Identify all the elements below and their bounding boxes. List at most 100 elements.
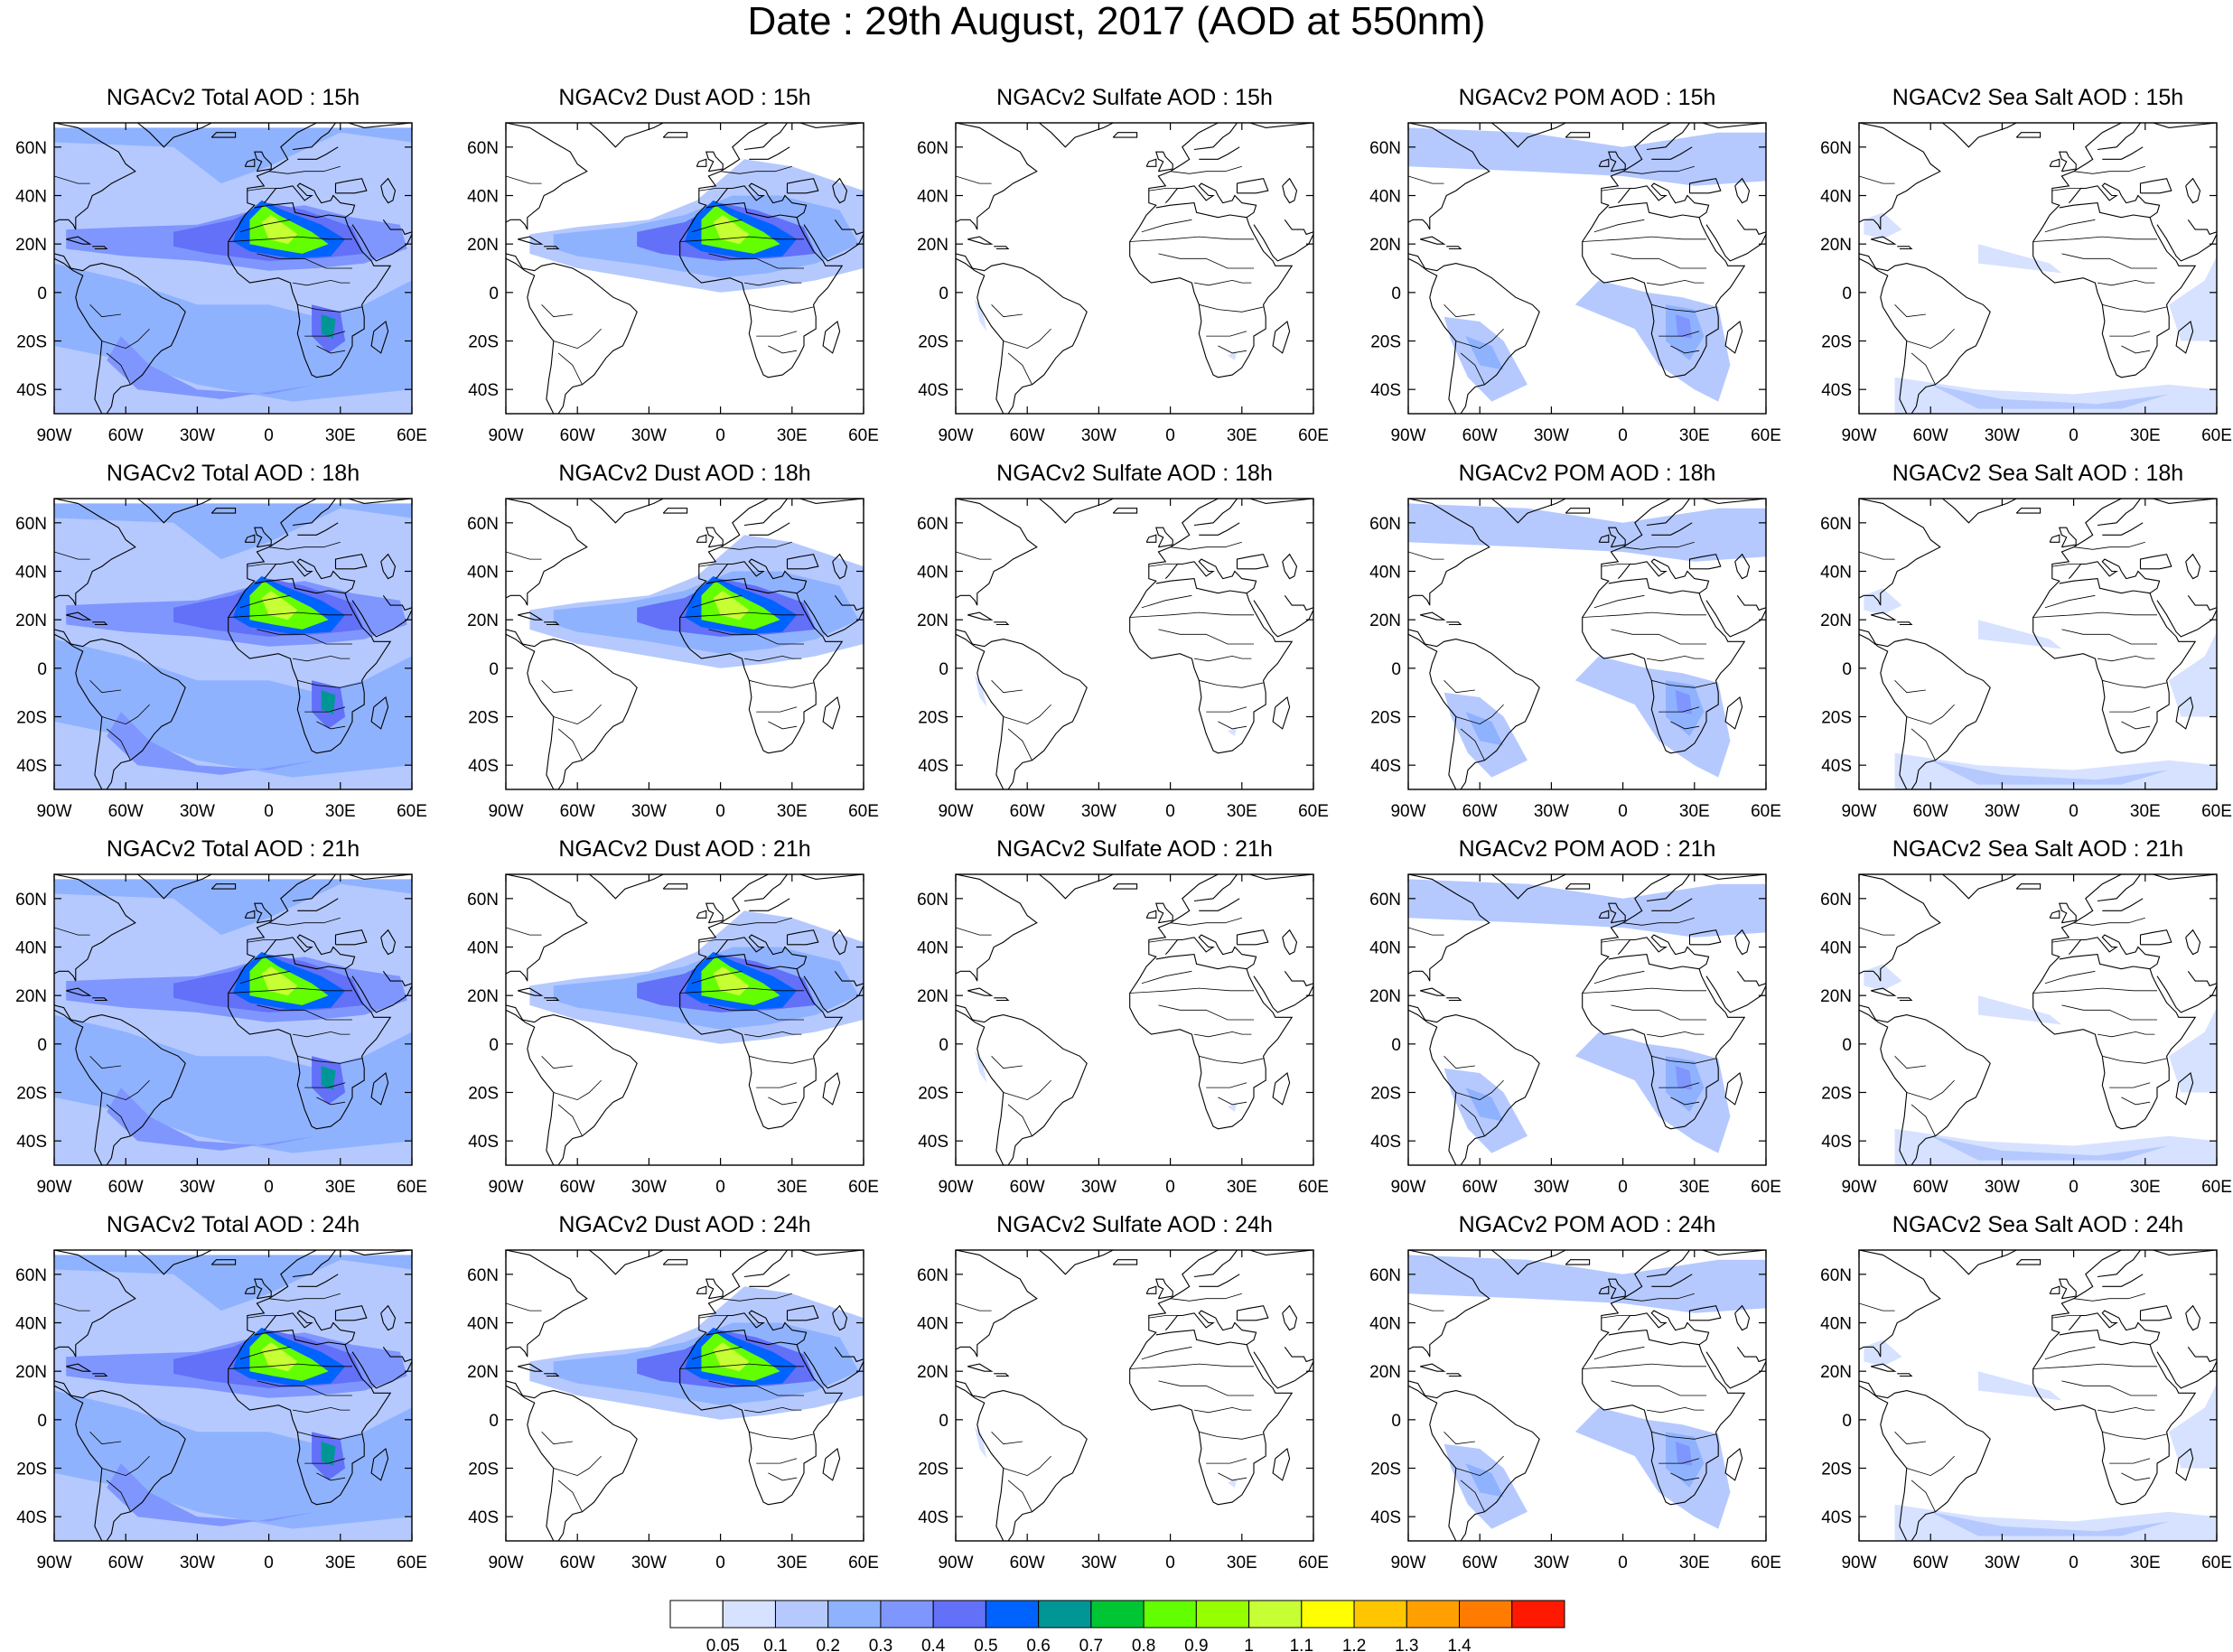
country-border	[2061, 1380, 2157, 1396]
coastline	[1236, 929, 1269, 946]
country-border	[106, 728, 131, 761]
y-tick-label: 20S	[468, 333, 499, 352]
x-tick-label: 0	[1618, 802, 1628, 821]
country-border	[1408, 1302, 1444, 1311]
coastline	[1688, 1305, 1722, 1321]
y-tick-label: 0	[939, 660, 948, 679]
x-tick-label: 0	[2069, 426, 2079, 445]
country-border	[1460, 728, 1485, 761]
y-tick-label: 20S	[1821, 333, 1852, 352]
country-border	[1651, 679, 1716, 688]
y-tick-label: 40N	[15, 564, 47, 583]
country-border	[991, 1056, 1023, 1069]
country-border	[1218, 345, 1247, 354]
coastline	[2097, 874, 2141, 902]
y-tick-label: 20S	[1370, 333, 1401, 352]
country-border	[1129, 987, 1254, 994]
colorbar-swatch	[1248, 1600, 1303, 1629]
coastline	[956, 874, 1038, 982]
country-border	[557, 352, 583, 385]
x-tick-label: 0	[1165, 1178, 1175, 1197]
map-plot: 90W 60W 30W 0 30E 60E 60N 40N 20N 0 20S 40S	[1820, 498, 2232, 821]
map-frame	[1407, 873, 1767, 1166]
y-tick-label: 20S	[468, 709, 499, 728]
country-border	[2073, 917, 2145, 926]
country-border	[292, 279, 350, 286]
coastline	[1193, 874, 1238, 902]
y-tick-label: 40S	[1821, 381, 1852, 400]
y-tick-label: 20S	[16, 1461, 47, 1479]
x-tick-label: 90W	[1841, 1554, 1876, 1573]
coastline	[662, 132, 688, 138]
country-border	[2121, 721, 2151, 730]
panel-title: NGACv2 Total AOD : 24h	[106, 1212, 360, 1237]
coastline	[967, 236, 994, 245]
x-tick-label: 60W	[1010, 426, 1045, 445]
country-border	[756, 1082, 798, 1088]
x-tick-label: 60W	[1913, 802, 1948, 821]
x-tick-label: 90W	[1390, 802, 1425, 821]
country-border	[506, 1302, 542, 1311]
x-tick-label: 0	[715, 1554, 725, 1573]
country-border	[2109, 1458, 2151, 1464]
coastline	[1942, 499, 2017, 524]
country-border	[1611, 1380, 1706, 1396]
y-tick-label: 40N	[917, 564, 948, 583]
y-tick-label: 20S	[1821, 1085, 1852, 1104]
coastline	[1199, 522, 1240, 536]
country-border	[1007, 1479, 1032, 1512]
country-border	[228, 236, 352, 242]
x-tick-label: 90W	[1390, 1178, 1425, 1197]
coastline	[696, 1285, 707, 1294]
country-border	[698, 188, 728, 191]
x-tick-label: 60E	[397, 426, 427, 445]
country-border	[1646, 1406, 1705, 1414]
x-tick-label: 60E	[2201, 1178, 2232, 1197]
x-tick-label: 30W	[180, 1178, 215, 1197]
coastline	[380, 553, 397, 580]
map-panel: NGACv2 Sea Salt AOD : 18h 90W 60W 30W 0 30E 60…	[1812, 461, 2233, 835]
aod-contour	[321, 690, 336, 714]
colorbar-swatch	[932, 1600, 986, 1629]
coastline	[2175, 1448, 2194, 1481]
y-tick-label: 20S	[918, 1085, 948, 1104]
country-border	[1651, 1055, 1716, 1064]
country-border	[768, 345, 798, 354]
coastline	[2032, 123, 2217, 378]
coastline	[1272, 1072, 1291, 1106]
country-border	[316, 1097, 346, 1106]
aod-contour	[107, 712, 317, 775]
map-plot: 90W 60W 30W 0 30E 60E 60N 40N 20N 0 20S 40S	[1369, 122, 1781, 445]
map-panel: NGACv2 POM AOD : 21h 90W 60W 30W 0 30E 60E 60N 4…	[1361, 836, 1793, 1210]
y-tick-label: 40N	[15, 188, 47, 207]
country-border	[257, 1004, 352, 1021]
x-tick-label: 90W	[1841, 802, 1876, 821]
country-border	[1003, 328, 1051, 350]
coastline	[92, 1373, 108, 1377]
country-border	[2121, 345, 2151, 354]
map-panel: NGACv2 Total AOD : 21h 90W 60W 30W 0 30E 60E 60…	[7, 836, 439, 1210]
x-tick-label: 0	[1618, 426, 1628, 445]
y-tick-label: 60N	[467, 1266, 499, 1285]
map-plot: 90W 60W 30W 0 30E 60E 60N 40N 20N 0 20S 40S	[1820, 122, 2232, 445]
coastline	[137, 1250, 212, 1275]
map-panel: NGACv2 Dust AOD : 21h 90W 60W 30W 0 30E 60E 60N…	[459, 836, 891, 1210]
coastline	[1272, 321, 1291, 354]
y-tick-label: 40S	[918, 381, 948, 400]
coastline	[380, 929, 397, 956]
coastline	[334, 929, 368, 946]
country-border	[257, 629, 352, 645]
y-tick-label: 60N	[1820, 1266, 1852, 1285]
y-tick-label: 20N	[917, 611, 948, 630]
country-border	[1894, 1056, 1926, 1069]
coastline	[662, 883, 688, 890]
country-border	[698, 1315, 728, 1319]
coastline	[956, 1004, 1088, 1165]
x-tick-label: 30E	[2130, 1554, 2161, 1573]
map-plot: 90W 60W 30W 0 30E 60E 60N 40N 20N 0 20S 40S	[1369, 498, 1781, 821]
coastline	[1859, 633, 1908, 789]
aod-contour	[54, 721, 412, 789]
country-border	[1906, 328, 1955, 350]
country-border	[1658, 706, 1700, 713]
coastline	[2139, 929, 2172, 946]
